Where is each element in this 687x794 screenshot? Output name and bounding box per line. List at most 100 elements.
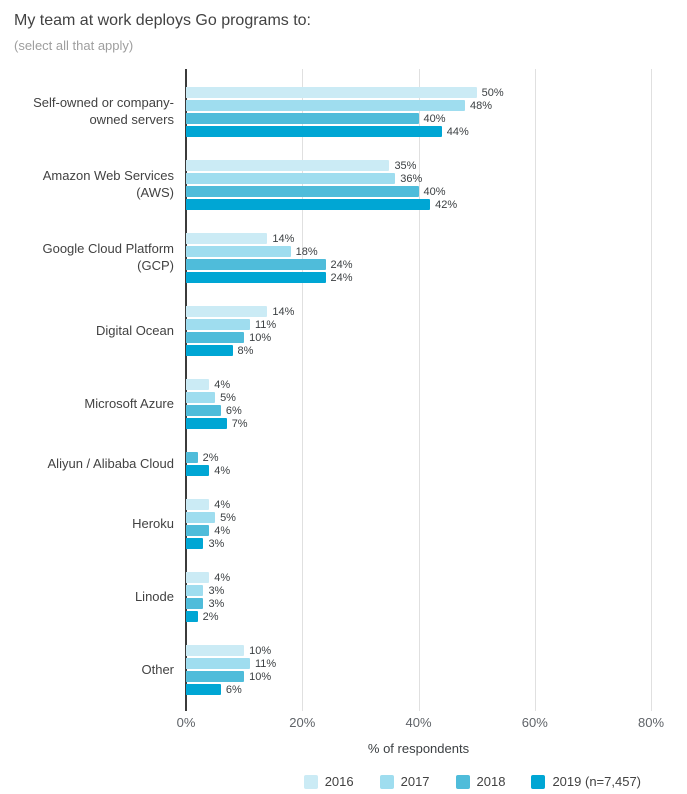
bar-cluster: 4% 5% 6% 7% xyxy=(186,378,651,430)
x-tick-label: 80% xyxy=(637,715,665,730)
bar-row: 6% xyxy=(186,684,651,696)
bar-row: 10% xyxy=(186,670,651,683)
value-label: 10% xyxy=(249,670,272,683)
legend-item: 2019 (n=7,457) xyxy=(531,774,641,789)
bar-group: Microsoft Azure 4% 5% 6% 7% xyxy=(14,378,687,430)
bar-row: 4% xyxy=(186,378,651,391)
value-label: 14% xyxy=(272,232,295,245)
bar-2018 xyxy=(186,525,210,536)
value-label: 18% xyxy=(295,245,318,258)
value-label: 24% xyxy=(330,258,353,271)
category-label: Amazon Web Services (AWS) xyxy=(42,168,174,200)
bar-2016 xyxy=(186,87,477,98)
bar-cluster: 35% 36% 40% 42% xyxy=(186,159,651,211)
bar-row: 24% xyxy=(186,271,651,284)
bar-row: 40% xyxy=(186,186,651,198)
bar-2017 xyxy=(186,585,204,596)
value-label: 7% xyxy=(231,417,248,430)
value-label: 36% xyxy=(400,172,423,185)
bar-group: Heroku 4% 5% 4% 3% xyxy=(14,498,687,550)
bar-row: 50% xyxy=(186,87,651,99)
value-label: 42% xyxy=(435,198,458,211)
bar-2019 xyxy=(186,126,442,137)
bar-2019 xyxy=(186,418,227,429)
bar-group: Google Cloud Platform (GCP) 14% 18% 24% 24% xyxy=(14,232,687,284)
bar-group: Aliyun / Alibaba Cloud 2% 4% xyxy=(14,451,687,477)
bar-row: 3% xyxy=(186,537,651,550)
value-label: 40% xyxy=(423,112,446,125)
bar-group: Digital Ocean 14% 11% 10% 8% xyxy=(14,306,687,357)
value-label: 10% xyxy=(249,644,272,657)
value-label: 8% xyxy=(237,344,254,357)
bar-2017 xyxy=(186,246,291,257)
bar-row: 11% xyxy=(186,318,651,331)
bar-row: 10% xyxy=(186,644,651,657)
bar-row: 3% xyxy=(186,598,651,610)
x-axis-ticks: 0% 20% 40% 60% 80% xyxy=(177,713,664,733)
category-label: Other xyxy=(141,661,174,677)
value-label: 5% xyxy=(220,511,236,524)
bar-2016 xyxy=(186,645,245,656)
bar-2019 xyxy=(186,199,431,210)
bar-row: 4% xyxy=(186,525,651,537)
chart-subtitle: (select all that apply) xyxy=(14,38,134,53)
value-label: 35% xyxy=(394,159,417,172)
bar-2016 xyxy=(186,306,268,317)
bar-2019 xyxy=(186,465,210,476)
bar-2018 xyxy=(186,598,204,609)
bar-2017 xyxy=(186,173,396,184)
bar-row: 7% xyxy=(186,417,651,430)
value-label: 3% xyxy=(208,537,225,550)
bar-row: 40% xyxy=(186,112,651,125)
bar-cluster: 50% 48% 40% 44% xyxy=(186,87,651,138)
value-label: 4% xyxy=(214,498,231,511)
x-tick-label: 0% xyxy=(176,715,196,730)
value-label: 4% xyxy=(214,378,231,391)
bar-row: 11% xyxy=(186,658,651,670)
legend-label: 2019 (n=7,457) xyxy=(552,774,641,789)
bar-group: Linode 4% 3% 3% 2% xyxy=(14,572,687,623)
bar-2018 xyxy=(186,452,198,463)
legend-label: 2017 xyxy=(400,774,430,789)
bar-row: 42% xyxy=(186,198,651,211)
bar-2016 xyxy=(186,499,210,510)
bar-group: Self-owned or company-owned servers 50% 48… xyxy=(14,87,687,138)
value-label: 11% xyxy=(254,318,277,331)
value-label: 2% xyxy=(202,451,219,464)
legend-swatch xyxy=(455,774,470,789)
category-label: Google Cloud Platform (GCP) xyxy=(42,241,174,273)
category-label: Digital Ocean xyxy=(95,322,174,338)
bar-2017 xyxy=(186,658,250,669)
bar-row: 5% xyxy=(186,391,651,404)
bar-2016 xyxy=(186,160,390,171)
chart-title: My team at work deploys Go programs to: xyxy=(14,12,311,29)
value-label: 48% xyxy=(470,99,493,112)
bar-row: 6% xyxy=(186,404,651,417)
bar-row: 8% xyxy=(186,344,651,357)
category-label: Linode xyxy=(134,588,174,604)
bar-cluster: 4% 3% 3% 2% xyxy=(186,572,651,623)
bar-2017 xyxy=(186,512,216,523)
bar-row: 48% xyxy=(186,99,651,112)
bar-2017 xyxy=(186,392,216,403)
x-tick-label: 40% xyxy=(405,715,432,730)
bar-2016 xyxy=(186,233,268,244)
bar-2019 xyxy=(186,684,221,695)
bar-2018 xyxy=(186,671,245,682)
value-label: 24% xyxy=(330,271,353,284)
category-label: Aliyun / Alibaba Cloud xyxy=(47,455,174,471)
value-label: 4% xyxy=(214,464,231,477)
value-label: 10% xyxy=(249,331,272,344)
value-label: 6% xyxy=(225,404,242,417)
legend: 2016 2017 2018 2019 (n=7,457) xyxy=(14,774,687,789)
legend-label: 2018 xyxy=(476,774,506,789)
bar-row: 4% xyxy=(186,464,651,477)
category-label: Heroku xyxy=(132,515,174,531)
bar-cluster: 10% 11% 10% 6% xyxy=(186,644,651,696)
value-label: 5% xyxy=(220,391,236,404)
legend-swatch xyxy=(303,774,318,789)
value-label: 2% xyxy=(202,610,219,623)
bar-2016 xyxy=(186,572,210,583)
bar-row: 24% xyxy=(186,258,651,271)
bar-2018 xyxy=(186,113,419,124)
